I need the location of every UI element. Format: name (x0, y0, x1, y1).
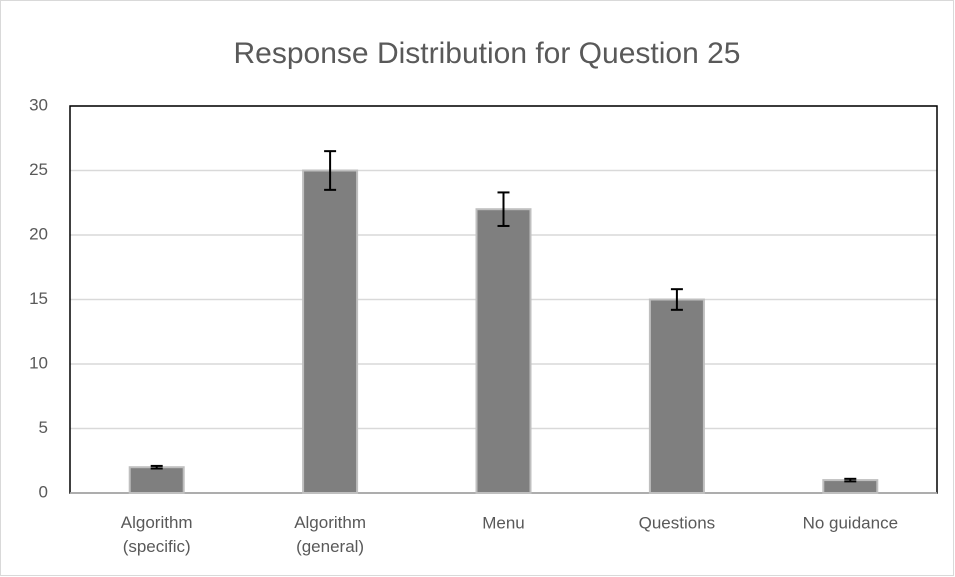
x-tick-label: No guidance (803, 513, 898, 532)
error-bar (844, 477, 857, 483)
x-tick-label: Menu (482, 513, 525, 532)
bar (475, 208, 532, 494)
error-bar (670, 288, 683, 311)
y-tick-label: 10 (29, 353, 48, 372)
y-tick-label: 25 (29, 160, 48, 179)
bar (648, 298, 705, 494)
y-tick-label: 30 (29, 95, 48, 114)
x-tick-label: Algorithm (general) (294, 513, 366, 556)
error-bar (324, 150, 337, 191)
bar (128, 466, 185, 495)
x-tick-label: Questions (639, 513, 716, 532)
y-tick-label: 0 (39, 482, 48, 501)
error-bar (150, 464, 163, 470)
x-tick-label: Algorithm (specific) (121, 513, 193, 556)
error-bar (497, 191, 510, 227)
y-tick-label: 20 (29, 224, 48, 243)
chart-title: Response Distribution for Question 25 (234, 37, 741, 70)
y-tick-label: 15 (29, 289, 48, 308)
y-tick-label: 5 (39, 418, 48, 437)
bar (302, 169, 359, 494)
